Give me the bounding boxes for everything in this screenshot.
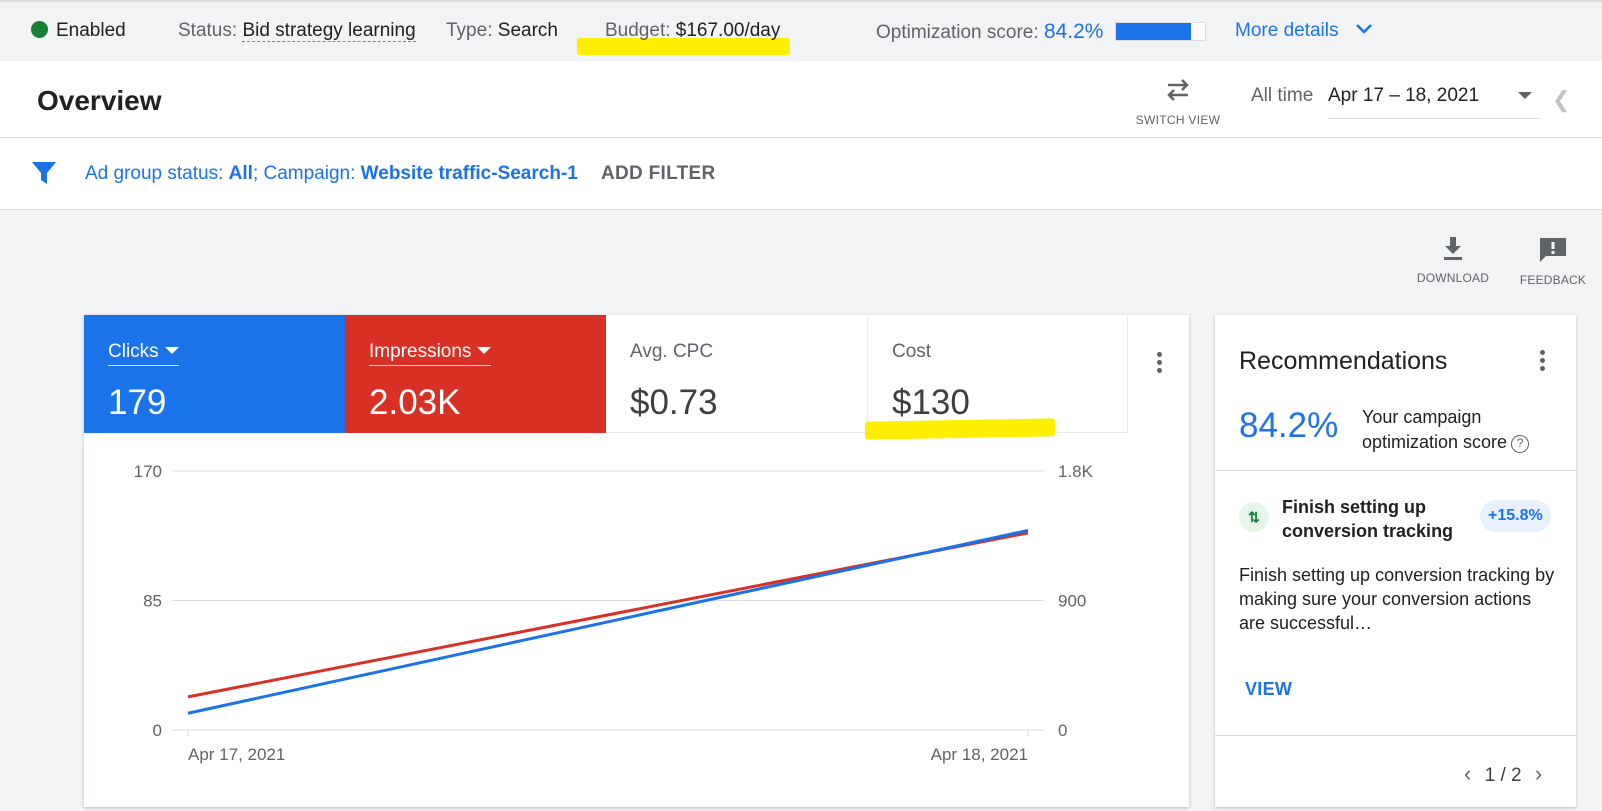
budget-field[interactable]: Budget: $167.00/day <box>605 20 781 41</box>
right-axis-tick-label: 900 <box>1058 592 1086 611</box>
status-field[interactable]: Status: Bid strategy learning <box>178 20 416 42</box>
optimization-score-bar <box>1114 22 1206 41</box>
left-axis-tick-label: 170 <box>134 462 162 481</box>
metric-value-impressions: 2.03K <box>369 383 461 422</box>
status-value: Bid strategy learning <box>242 20 416 42</box>
score-uplift-badge: +15.8% <box>1480 500 1551 532</box>
view-recommendation-button[interactable]: VIEW <box>1245 679 1293 699</box>
filter-bar: Ad group status: All; Campaign: Website … <box>0 138 1602 210</box>
date-range-dropdown[interactable]: Apr 17 – 18, 2021 <box>1328 85 1540 119</box>
feedback-icon <box>1540 238 1566 262</box>
recommendation-title: Finish setting up conversion tracking <box>1282 497 1454 541</box>
metric-value-avg-cpc: $0.73 <box>630 383 718 422</box>
metric-selector-clicks[interactable]: Clicks <box>108 341 179 366</box>
help-icon[interactable]: ? <box>1511 435 1530 453</box>
dropdown-caret-icon <box>477 347 492 354</box>
metric-value-cost: $130 <box>892 383 970 422</box>
add-filter-button[interactable]: ADD FILTER <box>601 163 716 184</box>
performance-chart-card: Clicks 179 Impressions 2.03K Avg. CPC $0… <box>84 315 1189 807</box>
divider <box>1215 735 1576 736</box>
metric-value-clicks: 179 <box>108 383 167 422</box>
recommendation-pager: ‹ 1 / 2 › <box>1464 761 1543 786</box>
swap-icon <box>1167 79 1189 101</box>
filter-icon[interactable] <box>31 160 57 186</box>
right-axis-tick-label: 1.8K <box>1058 462 1094 481</box>
left-axis-tick-label: 85 <box>143 592 162 611</box>
recommendations-title: Recommendations <box>1239 347 1448 375</box>
recommendation-description: Finish setting up conversion tracking by… <box>1239 565 1555 633</box>
overview-header: Overview SWITCH VIEW All time Apr 17 – 1… <box>0 61 1602 138</box>
chevron-left-icon[interactable]: ❮ <box>1552 87 1571 112</box>
metric-name-cost: Cost <box>892 341 932 362</box>
enabled-status[interactable]: Enabled <box>31 20 126 42</box>
more-details-link[interactable]: More details <box>1235 20 1374 42</box>
metric-name-avg-cpc: Avg. CPC <box>630 341 714 362</box>
budget-highlight-mark <box>577 38 790 55</box>
date-range-label: All time <box>1251 85 1314 106</box>
download-button[interactable]: DOWNLOAD <box>1413 236 1493 285</box>
metric-tile-cost[interactable]: Cost $130 <box>867 315 1128 433</box>
optimization-score-field[interactable]: Optimization score: 84.2% <box>876 20 1206 44</box>
more-options-icon[interactable] <box>1540 350 1546 374</box>
optimization-score-bar-fill <box>1115 23 1191 40</box>
line-chart: 0 85 170 0 900 1.8K Apr 17, 2021 Apr 18, 2021 <box>134 462 1094 764</box>
dropdown-caret-icon <box>164 347 179 354</box>
dropdown-caret-icon <box>1518 92 1532 99</box>
chevron-left-icon[interactable]: ‹ <box>1464 761 1472 786</box>
enabled-dot-icon <box>31 21 48 38</box>
optimization-score-label: Your campaign optimization score? <box>1362 405 1572 455</box>
switch-view-button[interactable]: SWITCH VIEW <box>1128 76 1228 127</box>
recommendations-card: Recommendations 84.2% Your campaign opti… <box>1215 315 1576 807</box>
campaign-status-bar: Enabled Status: Bid strategy learning Ty… <box>0 0 1602 61</box>
series-line-clicks <box>187 528 1029 715</box>
page-title: Overview <box>37 85 162 116</box>
chevron-down-icon <box>1355 24 1372 34</box>
optimization-score-value: 84.2% <box>1043 20 1104 43</box>
conversion-tracking-icon: ⇅ <box>1239 502 1269 532</box>
chevron-right-icon[interactable]: › <box>1534 761 1543 786</box>
divider <box>1215 470 1576 471</box>
x-axis-tick-label: Apr 17, 2021 <box>188 745 285 764</box>
feedback-button[interactable]: FEEDBACK <box>1513 236 1593 287</box>
metric-tile-avg-cpc[interactable]: Avg. CPC $0.73 <box>606 315 867 433</box>
budget-value: $167.00/day <box>675 20 781 41</box>
metric-selector-impressions[interactable]: Impressions <box>369 341 492 366</box>
metric-tile-impressions[interactable]: Impressions 2.03K <box>345 315 606 433</box>
more-options-icon[interactable] <box>1157 352 1163 376</box>
x-axis-tick-label: Apr 18, 2021 <box>931 745 1028 764</box>
type-field: Type: Search <box>446 20 558 41</box>
download-icon <box>1444 237 1462 260</box>
active-filters[interactable]: Ad group status: All; Campaign: Website … <box>85 163 578 184</box>
left-axis-tick-label: 0 <box>153 721 162 740</box>
right-axis-tick-label: 0 <box>1058 721 1067 740</box>
optimization-score: 84.2% <box>1239 406 1339 445</box>
metric-tile-clicks[interactable]: Clicks 179 <box>84 315 345 433</box>
